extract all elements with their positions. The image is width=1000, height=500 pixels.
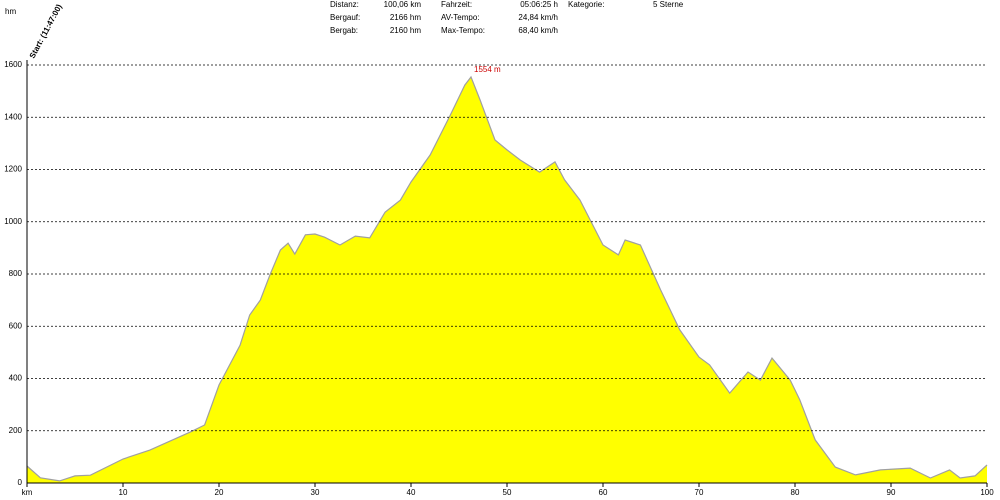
- x-tick-label: 70: [695, 488, 704, 497]
- stat-label: Distanz:: [330, 0, 359, 9]
- y-tick-label: 200: [9, 426, 23, 435]
- y-unit-label: hm: [5, 7, 16, 16]
- x-tick-label: 50: [503, 488, 512, 497]
- x-tick-label: 60: [599, 488, 608, 497]
- elevation-line: [26, 75, 988, 482]
- y-tick-label: 1000: [4, 217, 22, 226]
- y-tick-label: 600: [9, 321, 23, 330]
- stat-label: Kategorie:: [568, 0, 604, 9]
- x-tick-label: 80: [791, 488, 800, 497]
- y-tick-label: 800: [9, 269, 23, 278]
- x-tick-label: 90: [887, 488, 896, 497]
- peak-annotation: 1554 m: [474, 65, 501, 74]
- x-tick-label: 20: [215, 488, 224, 497]
- x-tick-label: 30: [311, 488, 320, 497]
- stat-value: 05:06:25 h: [520, 0, 558, 9]
- stat-label: Bergauf:: [330, 13, 360, 22]
- stat-value: 24,84 km/h: [518, 13, 558, 22]
- plot: 1554 m: [26, 65, 988, 483]
- stat-label: AV-Tempo:: [441, 13, 480, 22]
- x-tick-label: 100: [980, 488, 994, 497]
- x-tick-label: 10: [119, 488, 128, 497]
- elevation-area: [27, 77, 987, 483]
- y-tick-label: 400: [9, 374, 23, 383]
- stat-value: 68,40 km/h: [518, 26, 558, 35]
- y-tick-label: 0: [18, 478, 23, 487]
- y-tick-label: 1600: [4, 60, 22, 69]
- y-tick-label: 1400: [4, 112, 22, 121]
- y-tick-label: 1200: [4, 165, 22, 174]
- stat-label: Fahrzeit:: [441, 0, 472, 9]
- stat-value: 2160 hm: [390, 26, 421, 35]
- stat-value: 100,06 km: [384, 0, 422, 9]
- stat-value: 2166 hm: [390, 13, 421, 22]
- stat-label: Max-Tempo:: [441, 26, 485, 35]
- x-tick-label: 40: [407, 488, 416, 497]
- start-label: Start: (11:47:00): [28, 2, 64, 60]
- stat-value: 5 Sterne: [653, 0, 684, 9]
- x-tick-label: km: [22, 488, 33, 497]
- stat-label: Bergab:: [330, 26, 358, 35]
